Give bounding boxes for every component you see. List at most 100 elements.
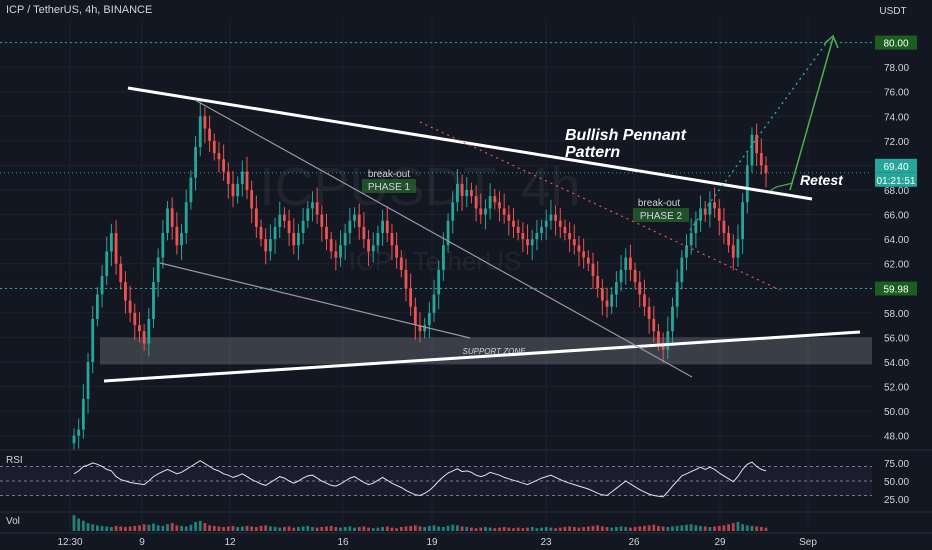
volume-bar — [301, 526, 305, 531]
volume-bar — [619, 526, 623, 531]
volume-bar — [657, 525, 660, 531]
candle-body — [273, 226, 277, 240]
volume-bar — [745, 525, 749, 531]
candle-body — [381, 220, 384, 233]
candle-body — [521, 233, 525, 240]
candle-body — [399, 257, 403, 270]
candle-body — [572, 239, 576, 246]
support-zone — [100, 337, 872, 365]
volume-bar — [614, 527, 618, 531]
candle-body — [259, 226, 263, 240]
price-tick: 74.00 — [884, 112, 909, 123]
candle-body — [484, 208, 487, 215]
volume-bar — [418, 526, 422, 531]
candle-body — [741, 202, 745, 240]
candle-body — [250, 190, 254, 209]
candle-body — [755, 134, 759, 154]
candle-body — [119, 263, 123, 283]
volume-bar — [460, 526, 464, 531]
time-tick: 26 — [628, 537, 640, 548]
candle-body — [254, 208, 258, 227]
volume-bar — [371, 528, 375, 531]
candle-body — [268, 239, 272, 252]
candle-body — [353, 214, 356, 221]
candle-body — [226, 171, 230, 184]
candle-body — [689, 233, 693, 246]
volume-bar — [395, 528, 399, 531]
volume-bar — [217, 526, 221, 531]
time-tick: 9 — [139, 537, 145, 548]
volume-bar — [666, 527, 670, 531]
volume-bar — [488, 527, 492, 531]
candle-body — [610, 294, 614, 307]
candle-body — [212, 140, 216, 154]
volume-bar — [633, 527, 637, 531]
volume-bar — [240, 526, 244, 531]
candle-body — [390, 233, 394, 246]
candle-body — [133, 312, 137, 326]
candle-body — [348, 220, 352, 233]
projection-arrow — [789, 37, 834, 191]
price-tick: 64.00 — [884, 235, 909, 246]
candle-body — [208, 128, 211, 141]
candle-body — [156, 257, 160, 283]
volume-bar — [72, 515, 76, 531]
pennant-upper-line — [127, 86, 813, 201]
volume-bar — [147, 524, 151, 531]
volume-bar — [652, 524, 656, 531]
volume-bar — [110, 527, 113, 531]
candle-body — [708, 202, 712, 215]
volume-bar — [413, 525, 417, 531]
support-zone-label: SUPPORT ZONE — [463, 347, 527, 356]
volume-bar — [694, 525, 698, 531]
volume-bar — [194, 521, 197, 531]
volume-bar — [306, 525, 310, 531]
candle-body — [222, 159, 226, 172]
candle-body — [652, 319, 656, 332]
volume-bar — [287, 526, 291, 531]
volume-bar — [81, 520, 85, 531]
candle-body — [189, 177, 193, 203]
candle-body — [577, 245, 581, 252]
candle-body — [423, 325, 427, 332]
phase-2-badge — [633, 208, 689, 222]
rsi-tick: 75.00 — [884, 459, 909, 470]
candle-body — [568, 233, 572, 240]
volume-bar — [629, 527, 632, 531]
candle-body — [540, 226, 543, 233]
volume-bar — [610, 527, 614, 531]
channel-line-lower — [159, 262, 471, 339]
candle-body — [343, 233, 347, 246]
volume-bar — [764, 527, 768, 531]
volume-bar — [297, 527, 300, 531]
retest-arrow — [769, 182, 794, 192]
volume-bar — [731, 523, 735, 531]
candle-body — [736, 239, 740, 258]
volume-bar — [245, 525, 249, 531]
volume-bar — [161, 525, 165, 531]
candle-body — [516, 226, 520, 233]
candle-body — [657, 331, 660, 344]
rsi-tick: 50.00 — [884, 477, 909, 488]
volume-bar — [755, 526, 759, 531]
volume-bar — [493, 528, 497, 531]
volume-bar — [563, 527, 567, 531]
volume-bar — [325, 526, 328, 531]
candle-body — [166, 208, 169, 233]
price-tick: 54.00 — [884, 358, 909, 369]
price-badge-label: 80.00 — [883, 39, 908, 50]
candle-body — [764, 165, 768, 173]
volume-bar — [208, 525, 211, 531]
volume-bar — [250, 526, 254, 531]
price-badge-label: 59.98 — [883, 285, 908, 296]
price-badge — [875, 158, 917, 173]
candle-body — [301, 220, 305, 233]
candle-body — [240, 171, 244, 184]
candle-body — [95, 294, 99, 319]
volume-bar — [647, 525, 651, 531]
candle-body — [427, 312, 431, 326]
volume-bar — [582, 527, 586, 531]
candle-body — [315, 202, 319, 215]
candle-body — [385, 220, 389, 233]
